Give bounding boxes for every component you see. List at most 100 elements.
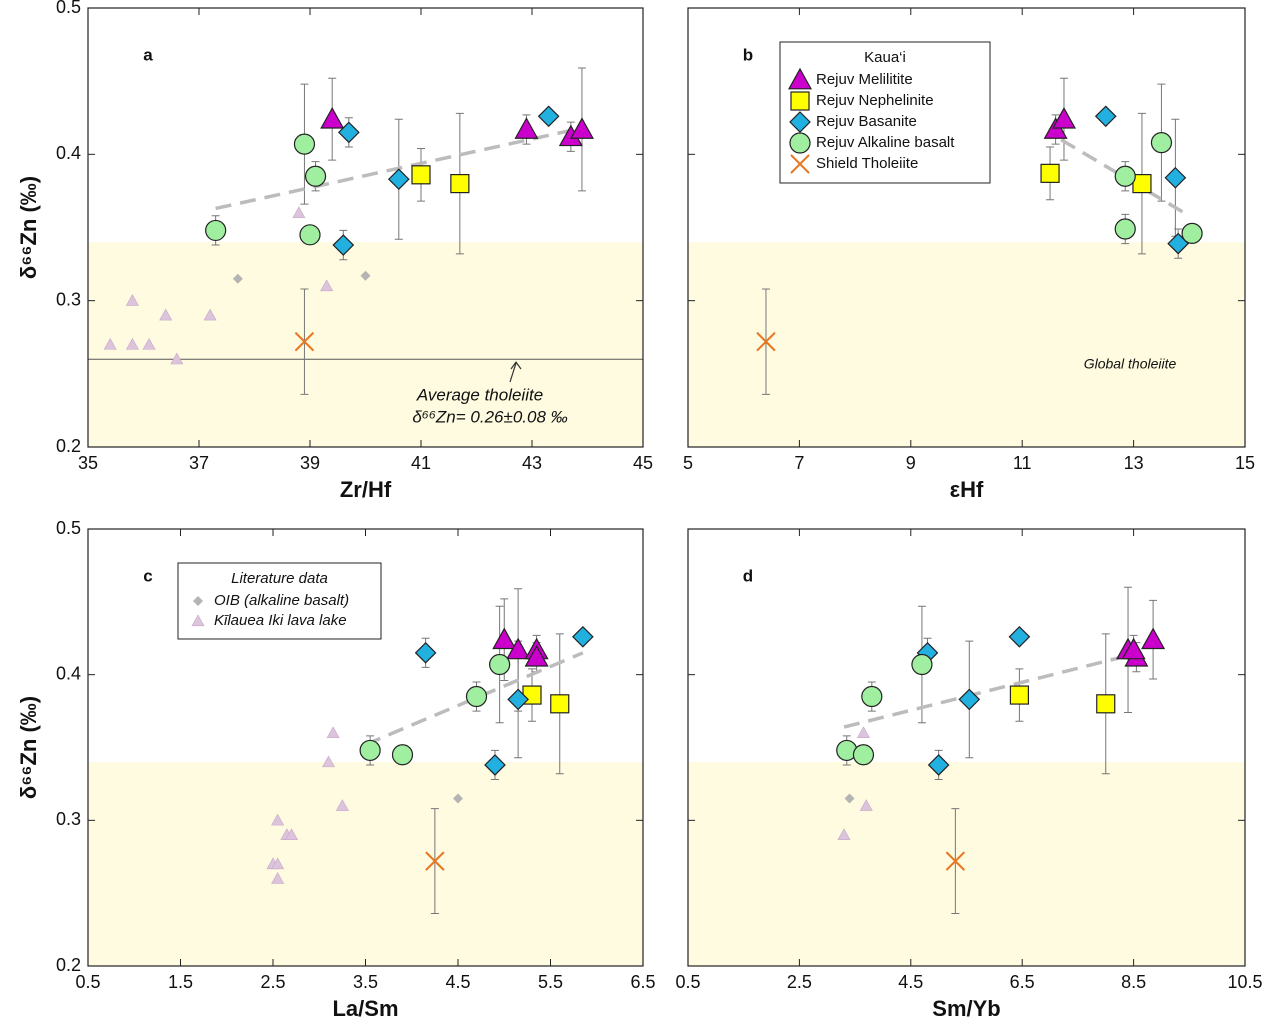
marker-diamond bbox=[484, 754, 506, 776]
marker-small-triangle bbox=[837, 828, 851, 840]
marker-small-triangle bbox=[203, 308, 217, 321]
marker-diamond bbox=[332, 234, 355, 256]
marker-circle bbox=[911, 653, 933, 676]
y-axis-label: δ⁶⁶Zn (‰) bbox=[16, 176, 41, 279]
marker-triangle bbox=[492, 627, 517, 650]
marker-x bbox=[425, 851, 445, 871]
y-tick-label: 0.3 bbox=[56, 809, 81, 829]
marker-small-triangle bbox=[103, 337, 117, 350]
x-tick-label: 3.5 bbox=[353, 972, 378, 992]
annotation: δ⁶⁶Zn= 0.26±0.08 ‰ bbox=[412, 407, 567, 426]
marker-small-triangle bbox=[142, 337, 156, 350]
marker-small-triangle bbox=[125, 337, 139, 350]
x-tick-label: 11 bbox=[1013, 453, 1032, 473]
marker-diamond bbox=[387, 168, 410, 191]
trend-line bbox=[215, 126, 583, 211]
marker-circle bbox=[205, 219, 227, 242]
annotation: Global tholeiite bbox=[1084, 356, 1177, 372]
x-tick-label: 4.5 bbox=[898, 972, 923, 992]
marker-triangle bbox=[524, 644, 549, 667]
legend-label: Shield Tholeiite bbox=[816, 155, 918, 172]
y-tick-label: 0.3 bbox=[56, 289, 81, 309]
x-tick-label: 43 bbox=[522, 453, 542, 473]
marker-x bbox=[294, 331, 315, 352]
marker-diamond bbox=[572, 625, 594, 648]
marker-diamond bbox=[537, 105, 560, 128]
x-tick-label: 2.5 bbox=[260, 972, 285, 992]
legend-label: Kīlauea Iki lava lake bbox=[214, 612, 347, 629]
x-tick-label: 0.5 bbox=[675, 972, 700, 992]
marker-small-diamond bbox=[193, 596, 203, 606]
marker-square bbox=[1096, 694, 1116, 714]
marker-circle bbox=[1114, 165, 1136, 187]
plot-frame bbox=[87, 528, 644, 967]
y-tick-label: 0.2 bbox=[56, 436, 81, 456]
legend-label: Rejuv Alkaline basalt bbox=[816, 134, 955, 151]
x-axis-label: La/Sm bbox=[332, 996, 398, 1021]
annotation: Average tholeiite bbox=[416, 385, 543, 404]
marker-triangle bbox=[1141, 627, 1166, 650]
x-axis-label: εHf bbox=[950, 477, 984, 502]
marker-small-triangle bbox=[159, 308, 173, 321]
panel: 0.2 0.3 0.4 0.5 0.5 1.5 2.5 3.5 4.5 5.5 6.5 c La/Sm δ… bbox=[16, 518, 656, 1021]
shaded-band bbox=[688, 242, 1245, 447]
marker-triangle bbox=[506, 637, 531, 660]
plot-frame bbox=[687, 528, 1246, 967]
x-tick-label: 4.5 bbox=[445, 972, 470, 992]
marker-square bbox=[790, 91, 810, 111]
marker-x bbox=[945, 851, 966, 871]
marker-small-triangle bbox=[170, 352, 184, 365]
x-tick-label: 15 bbox=[1235, 453, 1255, 473]
x-axis-label: Zr/Hf bbox=[340, 477, 392, 502]
marker-circle bbox=[852, 744, 875, 766]
marker-triangle bbox=[569, 117, 594, 139]
marker-small-triangle bbox=[125, 294, 139, 306]
panel-label: a bbox=[143, 45, 153, 64]
marker-square bbox=[411, 165, 431, 185]
marker-diamond bbox=[958, 688, 981, 711]
marker-small-triangle bbox=[271, 857, 285, 870]
marker-small-triangle bbox=[292, 206, 306, 218]
y-tick-label: 0.4 bbox=[56, 143, 81, 163]
marker-circle bbox=[1150, 132, 1173, 154]
shaded-band bbox=[88, 762, 643, 966]
marker-diamond bbox=[789, 111, 811, 133]
legend-box bbox=[779, 41, 991, 184]
y-axis-label: δ⁶⁶Zn (‰) bbox=[16, 696, 41, 799]
marker-diamond bbox=[1164, 166, 1187, 189]
panel: Global tholeiite 5 7 9 11 13 15 b εHf Kaua‘i Rejuv… bbox=[683, 7, 1255, 502]
x-tick-label: 6.5 bbox=[630, 972, 655, 992]
marker-square bbox=[450, 174, 470, 194]
marker-circle bbox=[299, 224, 321, 246]
panel-label: c bbox=[143, 566, 152, 585]
legend-label: Rejuv Melilitite bbox=[816, 71, 913, 88]
marker-small-triangle bbox=[284, 828, 299, 840]
marker-circle bbox=[465, 685, 488, 708]
y-tick-label: 0.5 bbox=[56, 518, 81, 538]
plot-frame bbox=[687, 7, 1246, 448]
marker-diamond bbox=[1008, 625, 1031, 648]
y-tick-label: 0.5 bbox=[56, 0, 81, 17]
panel: 0.5 2.5 4.5 6.5 8.5 10.5 d Sm/Yb bbox=[675, 528, 1263, 1021]
marker-triangle bbox=[1121, 637, 1146, 660]
marker-diamond bbox=[927, 754, 950, 776]
marker-small-diamond bbox=[360, 270, 371, 281]
marker-small-diamond bbox=[844, 793, 855, 804]
x-tick-label: 39 bbox=[300, 453, 320, 473]
legend-label: Rejuv Basanite bbox=[816, 113, 917, 130]
x-tick-label: 41 bbox=[411, 453, 431, 473]
panel: Average tholeiite δ⁶⁶Zn= 0.26±0.08 ‰ 0.2 0.… bbox=[16, 0, 653, 502]
x-tick-label: 35 bbox=[78, 453, 98, 473]
marker-triangle bbox=[1051, 106, 1076, 129]
x-tick-label: 37 bbox=[189, 453, 209, 473]
plot-frame bbox=[87, 7, 644, 448]
x-tick-label: 7 bbox=[794, 453, 804, 473]
x-tick-label: 0.5 bbox=[75, 972, 100, 992]
x-tick-label: 45 bbox=[633, 453, 653, 473]
marker-small-triangle bbox=[856, 726, 870, 739]
legend-label: Rejuv Nephelinite bbox=[816, 92, 934, 109]
legend-box bbox=[177, 562, 382, 640]
legend-title: Literature data bbox=[231, 570, 328, 587]
legend-label: OIB (alkaline basalt) bbox=[214, 592, 349, 609]
legend-title: Kaua‘i bbox=[864, 49, 906, 66]
